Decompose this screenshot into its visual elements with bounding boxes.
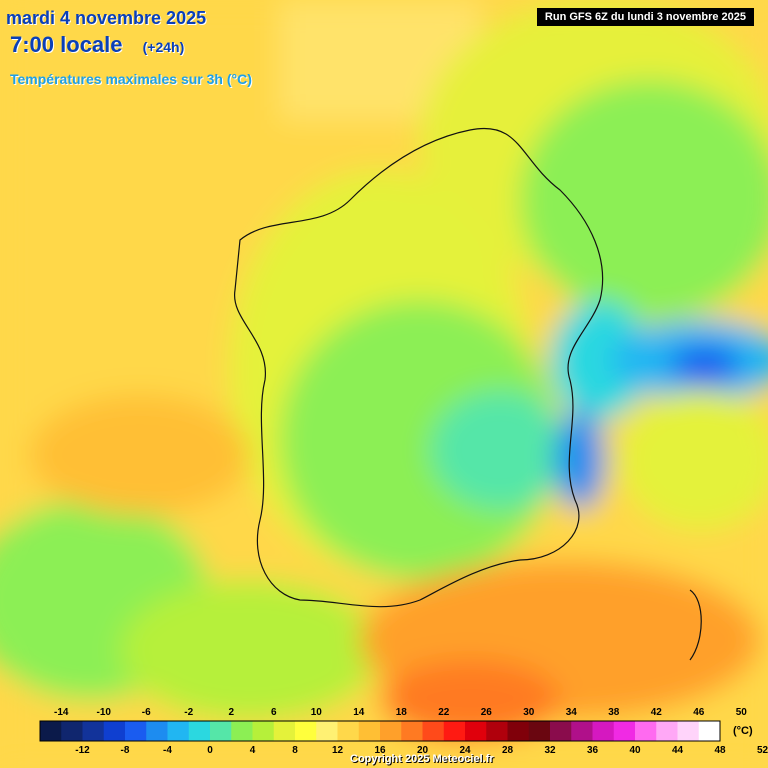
legend-tick-label: 46 bbox=[693, 707, 705, 718]
legend-tick-label: -8 bbox=[121, 745, 130, 756]
legend-swatch bbox=[698, 721, 721, 741]
forecast-time-value: 7:00 locale bbox=[10, 32, 123, 57]
forecast-time: 7:00 locale (+24h) bbox=[10, 32, 184, 58]
legend-swatch bbox=[358, 721, 381, 741]
legend-swatch bbox=[486, 721, 508, 741]
color-legend: -14 -10 -6 -2 2 6 10 14 18 22 26 30 34 38 42 46 50-12 -8-… bbox=[39, 707, 768, 756]
legend-tick-label: 6 bbox=[271, 707, 277, 718]
legend-swatch bbox=[380, 721, 402, 741]
legend-tick-label: 18 bbox=[396, 707, 408, 718]
legend-unit: (°C) bbox=[733, 725, 753, 737]
legend-swatch bbox=[210, 721, 232, 741]
legend-tick-label: 22 bbox=[438, 707, 450, 718]
legend-swatch bbox=[252, 721, 275, 741]
legend-tick-label: 16 bbox=[374, 745, 386, 756]
legend-swatch bbox=[295, 721, 317, 741]
legend-tick-label: 42 bbox=[651, 707, 663, 718]
legend-swatch bbox=[401, 721, 423, 741]
run-label: Run GFS 6Z du lundi 3 novembre 2025 bbox=[536, 8, 754, 26]
legend-swatch bbox=[443, 721, 466, 741]
legend-swatch bbox=[422, 721, 445, 741]
legend-tick-label: 50 bbox=[736, 707, 748, 718]
legend-swatch bbox=[465, 721, 487, 741]
legend-tick-label: 8 bbox=[292, 745, 298, 756]
legend-swatch bbox=[571, 721, 593, 741]
legend-tick-label: 34 bbox=[566, 707, 578, 718]
legend-swatch bbox=[528, 721, 551, 741]
legend-tick-label: 26 bbox=[481, 707, 493, 718]
legend-tick-label: -4 bbox=[163, 745, 172, 756]
legend-tick-label: -10 bbox=[97, 707, 112, 718]
forecast-lead: (+24h) bbox=[142, 39, 185, 55]
legend-tick-label: 30 bbox=[523, 707, 535, 718]
legend-tick-label: -6 bbox=[142, 707, 151, 718]
legend-swatch bbox=[188, 721, 211, 741]
legend-swatch bbox=[316, 721, 338, 741]
legend-tick-label: 2 bbox=[228, 707, 234, 718]
legend-tick-label: 14 bbox=[353, 707, 365, 718]
legend-swatch bbox=[273, 721, 296, 741]
legend-swatch bbox=[656, 721, 678, 741]
legend-tick-label: 44 bbox=[672, 745, 684, 756]
legend-swatch bbox=[635, 721, 657, 741]
legend-swatch bbox=[167, 721, 190, 741]
legend-tick-label: -14 bbox=[54, 707, 69, 718]
legend-tick-label: 20 bbox=[417, 745, 429, 756]
legend-tick-label: 4 bbox=[250, 745, 256, 756]
legend-tick-label: 28 bbox=[502, 745, 514, 756]
legend-tick-label: 40 bbox=[629, 745, 641, 756]
legend-tick-label: 38 bbox=[608, 707, 620, 718]
legend-tick-label: 10 bbox=[311, 707, 323, 718]
legend-swatch bbox=[507, 721, 530, 741]
legend-tick-label: -2 bbox=[184, 707, 193, 718]
map-subtitle: Températures maximales sur 3h (°C) bbox=[10, 71, 252, 87]
legend-swatch bbox=[103, 721, 126, 741]
legend-frame bbox=[39, 720, 721, 742]
copyright: Copyright 2025 Meteociel.fr bbox=[350, 753, 494, 765]
legend-tick-label: 36 bbox=[587, 745, 599, 756]
legend-swatch bbox=[592, 721, 615, 741]
legend-tick-label: 12 bbox=[332, 745, 344, 756]
legend-tick-label: 0 bbox=[207, 745, 213, 756]
legend-swatch bbox=[550, 721, 572, 741]
legend-swatch bbox=[231, 721, 253, 741]
legend-tick-label: 48 bbox=[714, 745, 726, 756]
coastline bbox=[234, 127, 702, 661]
legend-swatch bbox=[677, 721, 700, 741]
legend-swatch bbox=[613, 721, 636, 741]
legend-swatch bbox=[82, 721, 105, 741]
legend-swatch bbox=[146, 721, 168, 741]
legend-tick-label: 24 bbox=[459, 745, 471, 756]
legend-swatch bbox=[40, 721, 62, 741]
legend-swatch bbox=[61, 721, 83, 741]
legend-swatch bbox=[337, 721, 360, 741]
legend-tick-label: -12 bbox=[75, 745, 90, 756]
legend-swatch bbox=[125, 721, 147, 741]
legend-tick-label: 32 bbox=[544, 745, 556, 756]
forecast-date: mardi 4 novembre 2025 bbox=[6, 8, 207, 28]
legend-tick-label: 52 bbox=[757, 745, 768, 756]
